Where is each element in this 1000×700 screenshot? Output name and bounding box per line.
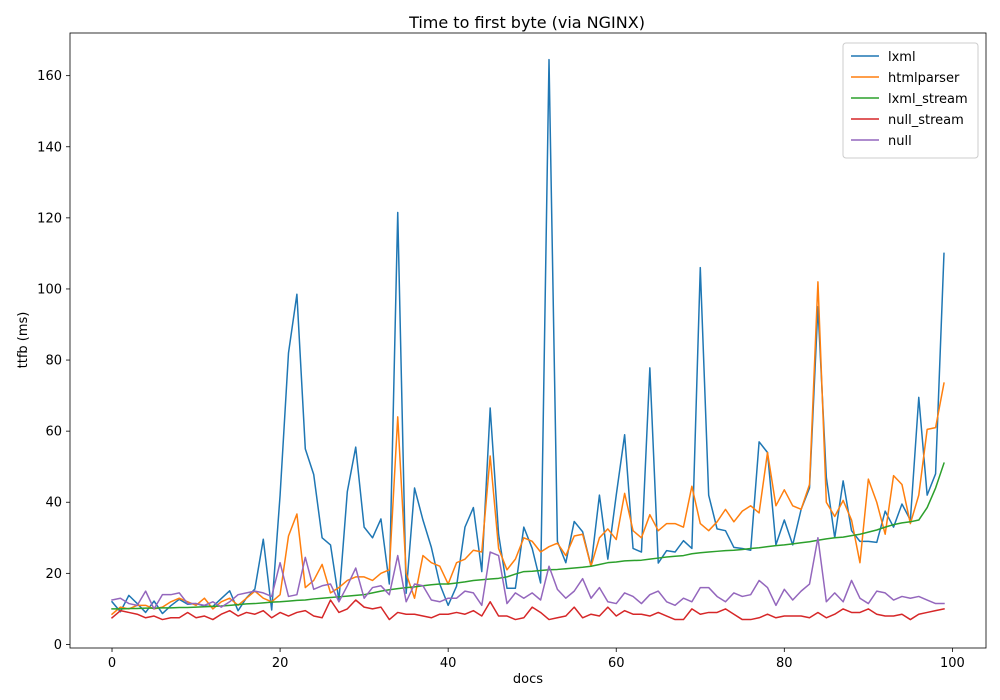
y-tick-label: 120 [37, 211, 62, 226]
axes-frame [69, 32, 987, 649]
plot-background [70, 33, 986, 648]
legend-box [842, 42, 979, 159]
axes-layer: 0 20 40 60 80 100 0 20 40 60 80 100 120 140 160 [37, 32, 987, 671]
y-tick-label: 60 [45, 425, 62, 440]
series-line-null-stream [110, 599, 945, 621]
series-line-htmlparser [110, 281, 945, 616]
legend-label: htmlparser [888, 71, 960, 86]
series-line-null [111, 537, 945, 610]
plot-area [70, 33, 986, 648]
x-tick-label: 20 [272, 656, 289, 671]
y-tick-label: 80 [45, 354, 62, 369]
x-tick-label: 60 [608, 656, 625, 671]
y-tick-label: 40 [45, 496, 62, 511]
y-tick-label: 100 [37, 282, 62, 297]
y-axis-label: ttfb (ms) [16, 312, 31, 369]
y-tick-label: 0 [54, 638, 62, 653]
x-axis-label: docs [513, 672, 543, 687]
series-line-lxml-stream [111, 462, 945, 610]
y-tick-label: 20 [45, 567, 62, 582]
legend-label: null_stream [888, 113, 964, 128]
legend-label: lxml [888, 50, 916, 65]
x-tick-label: 80 [776, 656, 793, 671]
chart-title: Time to first byte (via NGINX) [408, 13, 645, 32]
y-tick-label: 160 [37, 69, 62, 84]
x-tick-label: 100 [940, 656, 965, 671]
x-tick-label: 0 [108, 656, 116, 671]
legend-label: lxml_stream [888, 92, 968, 107]
y-tick-label: 140 [37, 140, 62, 155]
legend-label: null [888, 134, 912, 149]
x-tick-label: 40 [440, 656, 457, 671]
series-layer [110, 58, 945, 621]
